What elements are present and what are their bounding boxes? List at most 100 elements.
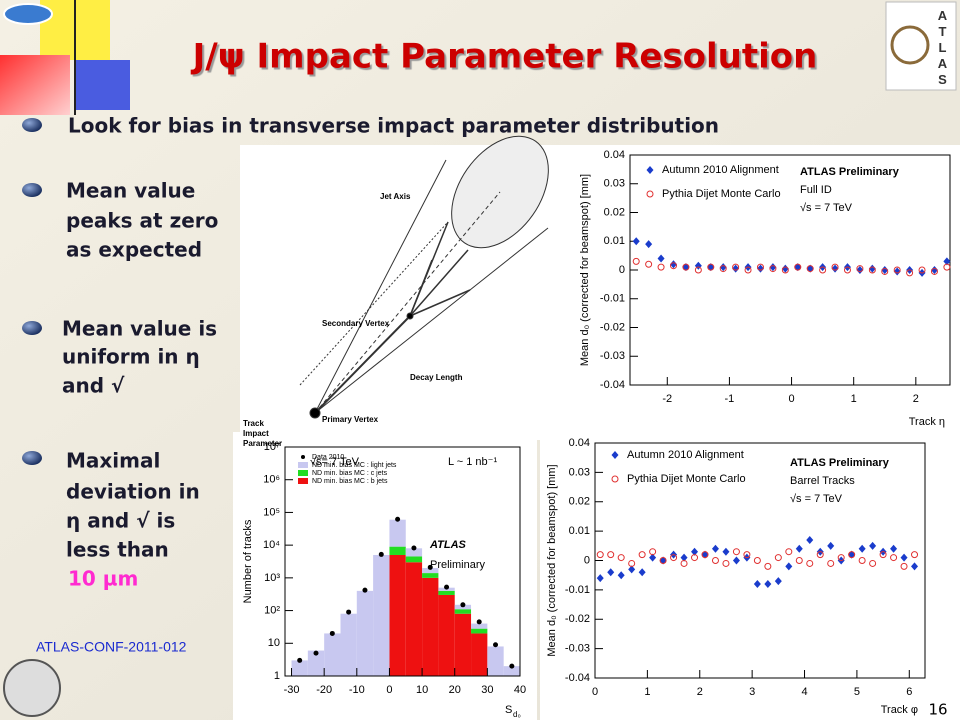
bullet-text: and √ [62, 374, 125, 398]
y-tick-label: 10² [264, 604, 280, 616]
y-tick-label: 10⁵ [263, 506, 280, 518]
histogram-bar [324, 633, 341, 676]
data-point [785, 562, 793, 571]
track-extrapolation [299, 221, 449, 386]
data-point [906, 269, 914, 277]
histogram-bar [487, 646, 504, 676]
diagram-label: Decay Length [410, 373, 463, 382]
data-point [795, 557, 803, 564]
data-point [827, 559, 835, 567]
data-point [868, 264, 876, 273]
data-point [732, 263, 740, 271]
data-point [701, 551, 709, 559]
x-tick-label: -1 [725, 393, 735, 405]
y-tick-label: 0.01 [604, 235, 625, 247]
y-tick-label: -0.01 [600, 293, 625, 305]
histogram-bar [438, 594, 455, 676]
bullet-text: η and √ is [66, 509, 175, 533]
diagram-label: Primary Vertex [322, 415, 379, 424]
y-axis-label: Mean d₀ (corrected for beamspot) [mm] [579, 174, 591, 366]
track-arrow [409, 289, 471, 317]
data-point [659, 557, 667, 564]
histogram-bar [422, 568, 439, 574]
data-point [645, 240, 653, 249]
y-tick-label: 10⁴ [263, 539, 280, 551]
data-point [943, 263, 951, 271]
bullet-icon [22, 321, 42, 335]
x-tick-label: 0 [592, 686, 598, 698]
data-point [719, 263, 727, 272]
data-point [628, 559, 636, 567]
data-point [691, 547, 699, 556]
bullet-icon [22, 118, 42, 132]
x-tick-label: -30 [284, 684, 300, 696]
histogram-bar [389, 546, 406, 555]
x-axis-label-sub: d₀ [513, 710, 521, 719]
page-number: 16 [928, 701, 947, 719]
y-tick-label: 10⁶ [263, 474, 280, 486]
x-tick-label: 5 [854, 686, 860, 698]
data-point [657, 263, 665, 271]
y-tick-label: 0.02 [604, 206, 625, 218]
x-tick-label: 40 [514, 684, 526, 696]
x-tick-label: 20 [449, 684, 461, 696]
x-tick-label: 0 [386, 684, 392, 696]
data-point [756, 264, 764, 273]
diagram-label: Secondary Vertex [322, 319, 390, 328]
annotation: ATLAS Preliminary [790, 457, 890, 469]
reference: ATLAS-CONF-2011-012 [36, 639, 187, 655]
deco-square [0, 55, 70, 115]
atlas-logo-box [885, 1, 957, 91]
x-tick-label: 4 [801, 686, 807, 698]
legend-label: Pythia Dijet Monte Carlo [627, 473, 746, 485]
data-point [743, 551, 751, 559]
x-tick-label: 30 [481, 684, 493, 696]
data-point [632, 237, 640, 246]
histogram-bar [405, 562, 423, 676]
bullet-text: Mean value [66, 179, 195, 203]
bullet-icon [22, 451, 42, 465]
histogram-bar [356, 590, 374, 676]
secondary-vertex [406, 312, 414, 320]
y-tick-label: 0 [584, 554, 590, 566]
data-point [843, 266, 851, 274]
data-point [707, 263, 715, 271]
legend-marker [611, 451, 619, 459]
university-logo [3, 659, 61, 717]
data-point [900, 553, 908, 562]
x-tick-label: 0 [788, 393, 794, 405]
data-point [900, 562, 908, 570]
data-point [395, 516, 401, 522]
data-point [869, 541, 877, 550]
data-point [719, 265, 727, 273]
decay-length [314, 315, 411, 414]
y-axis-label: Number of tracks [242, 519, 254, 603]
histogram-bar [503, 666, 520, 676]
data-point [378, 551, 384, 557]
data-point [881, 267, 889, 275]
y-tick-label: -0.04 [565, 672, 590, 684]
histogram-bar [389, 554, 406, 676]
y-tick-label: 0.04 [604, 149, 625, 161]
legend-marker [646, 166, 654, 174]
histogram-bar [340, 613, 357, 676]
data-point [732, 556, 740, 565]
data-point [645, 260, 653, 268]
data-point [680, 559, 688, 567]
data-point [411, 545, 417, 551]
y-tick-label: 0.03 [569, 466, 590, 478]
x-tick-label: 2 [913, 393, 919, 405]
y-tick-label: -0.04 [600, 379, 625, 391]
highlight-text: 10 µm [68, 567, 138, 591]
histogram-bar [307, 650, 325, 676]
data-point [831, 263, 839, 271]
data-point [669, 262, 677, 270]
data-point [596, 551, 604, 559]
y-tick-label: 10 [268, 637, 280, 649]
y-tick-label: -0.02 [565, 613, 590, 625]
data-point [744, 266, 752, 274]
bullet-text: deviation in [66, 480, 200, 504]
data-point [816, 551, 824, 559]
histogram-bar [471, 623, 488, 629]
